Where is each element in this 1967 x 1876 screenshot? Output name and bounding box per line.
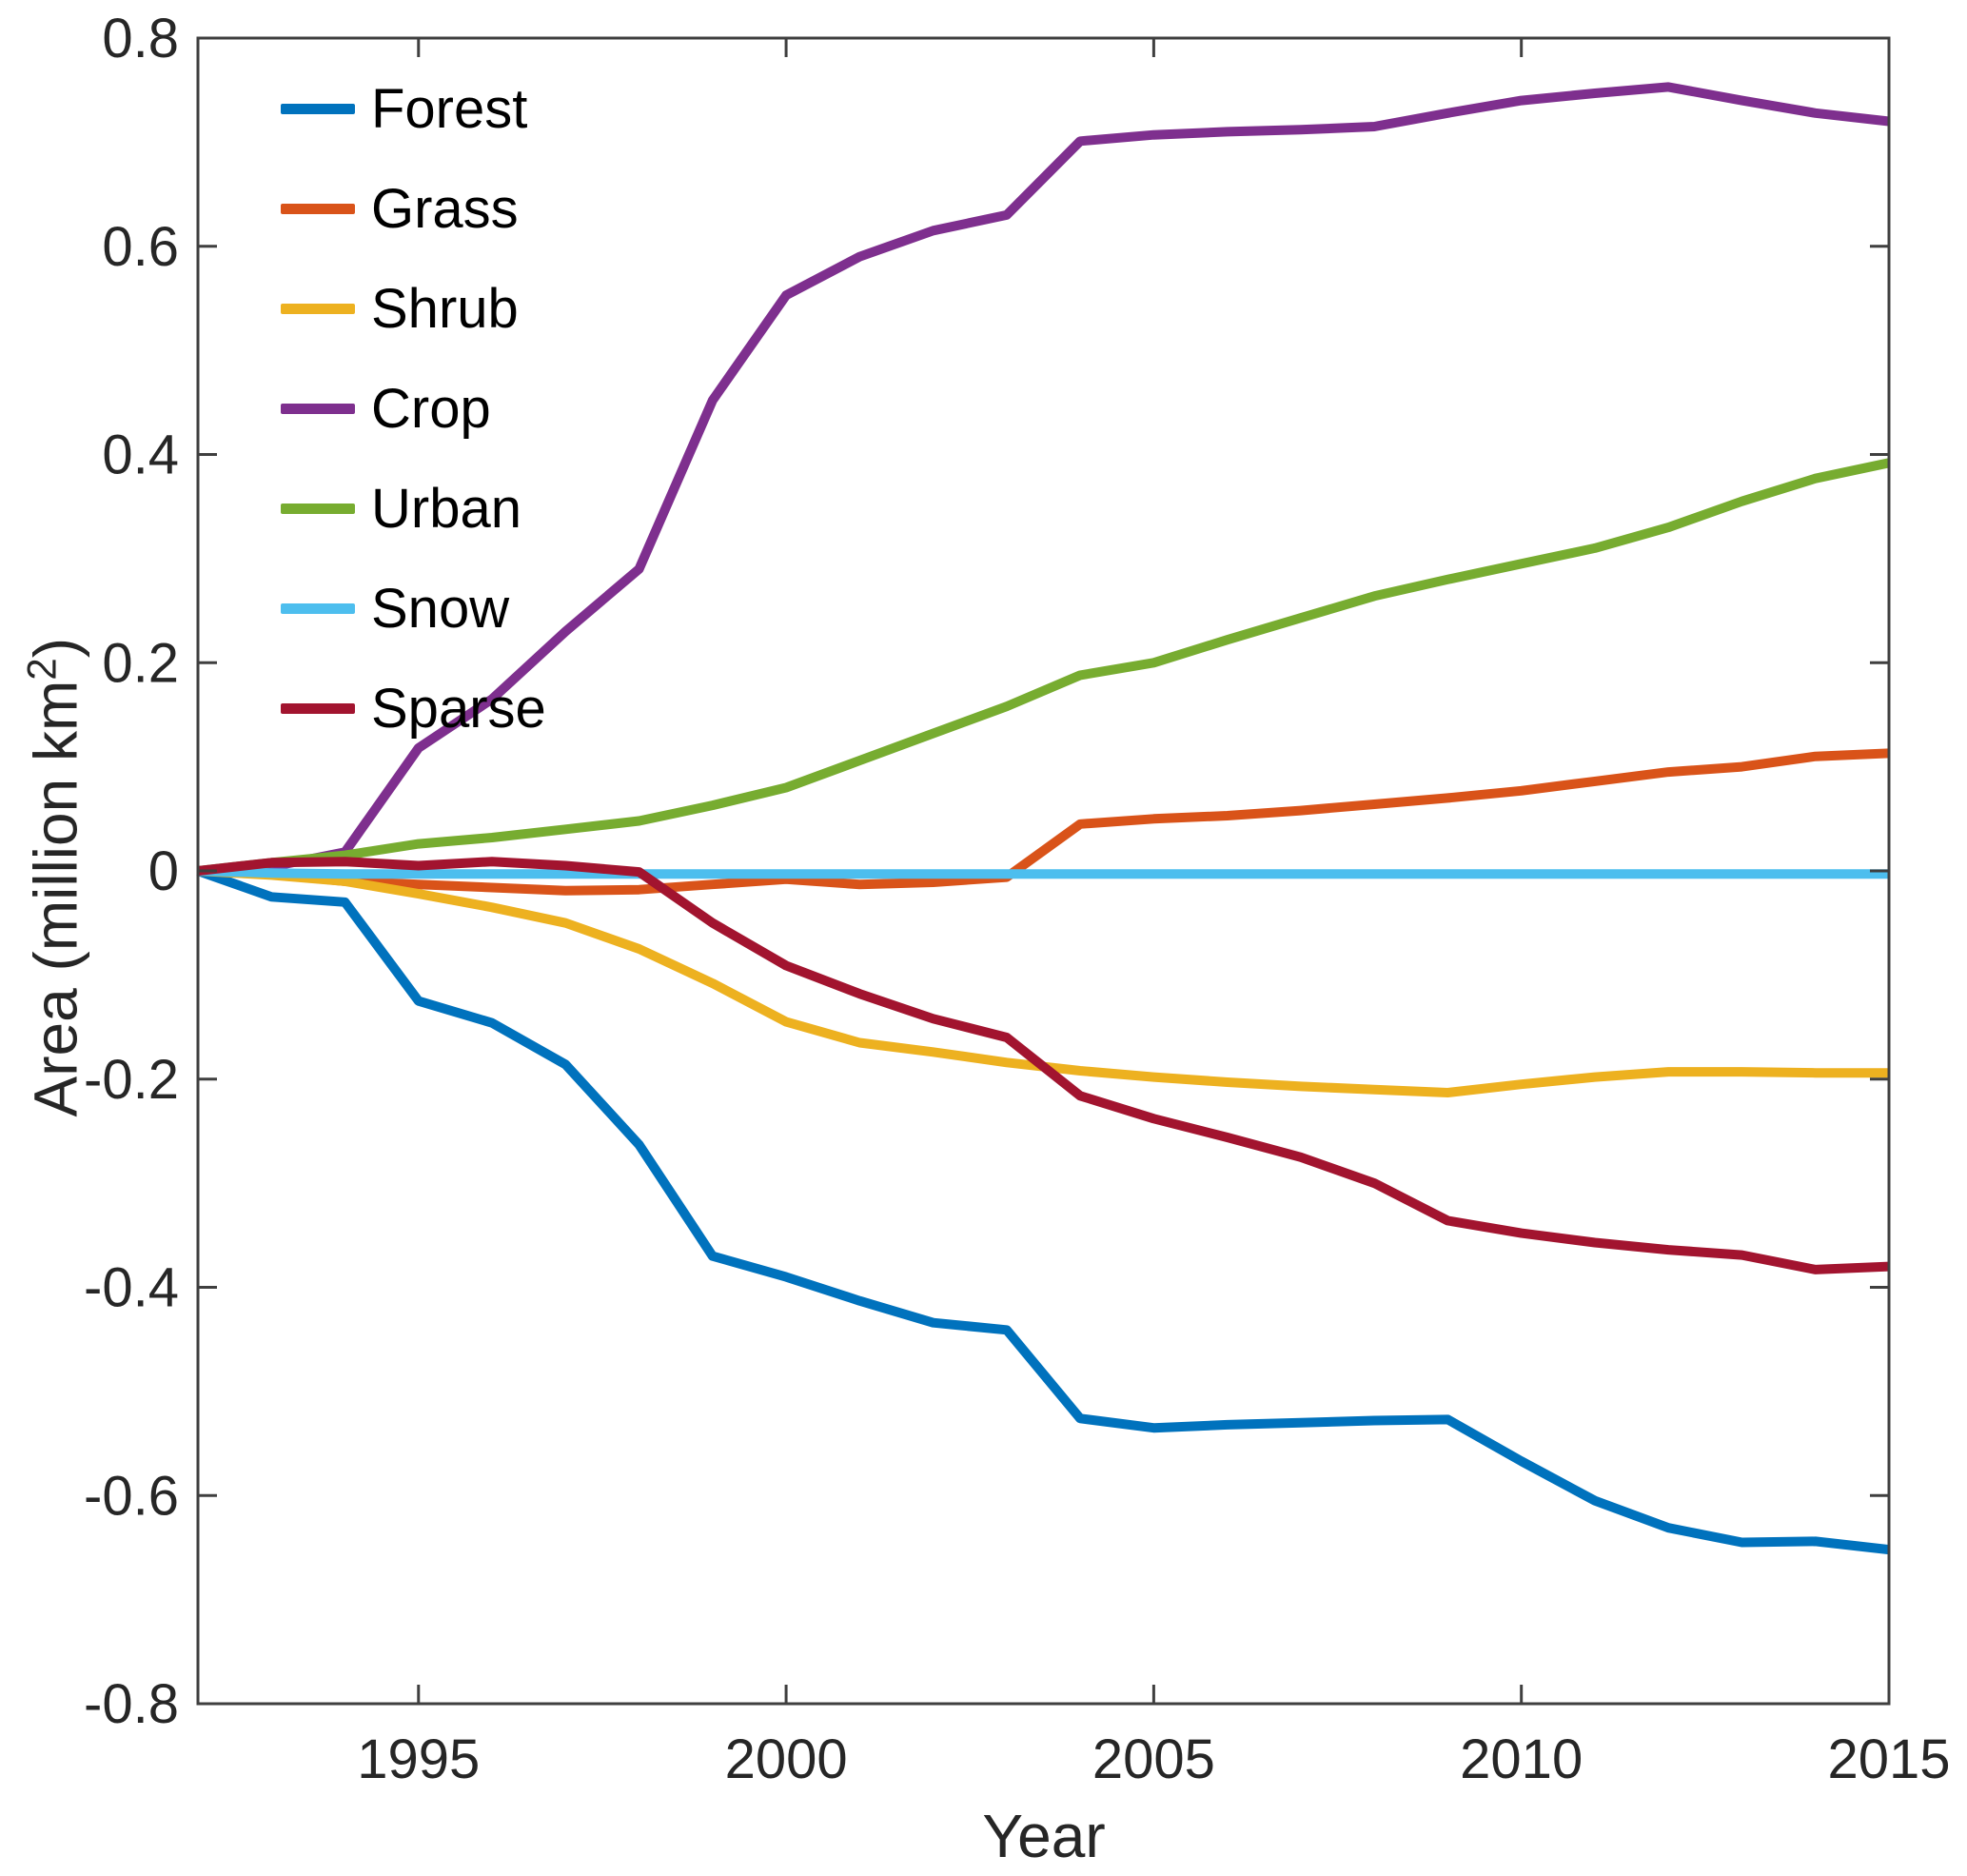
x-tick-label: 2005 [1092,1728,1215,1790]
series-line-crop [197,82,1890,876]
y-tick-label: 0.8 [102,8,179,69]
legend-label-urban: Urban [371,477,521,540]
legend-item-snow: Snow [281,559,546,659]
x-tick-label: 2015 [1827,1728,1950,1790]
series-line-shrub [197,866,1889,1097]
legend-item-forest: Forest [281,59,546,159]
legend-swatch-grass [281,204,355,214]
x-tick-label: 2000 [725,1728,848,1790]
y-axis-label-text: Area (million km [21,680,90,1117]
legend-label-shrub: Shrub [371,277,519,340]
legend-swatch-urban [281,504,355,514]
series-line-snow [197,866,1889,879]
series-line-forest [196,866,1890,1555]
y-tick-label: 0.6 [102,216,179,278]
legend-item-crop: Crop [281,359,546,459]
legend-label-snow: Snow [371,577,510,640]
legend-item-grass: Grass [281,159,546,259]
y-tick-label: -0.8 [84,1673,179,1735]
y-tick-label: 0.2 [102,632,179,694]
y-axis-label-superscript: 2 [19,658,65,681]
series-line-grass [197,748,1890,896]
legend-swatch-forest [281,104,355,114]
legend-item-sparse: Sparse [281,659,546,759]
legend-label-forest: Forest [371,77,528,140]
legend-label-grass: Grass [371,177,519,240]
legend-item-shrub: Shrub [281,259,546,359]
x-axis-label: Year [982,1802,1106,1870]
y-tick-label: 0.4 [102,425,179,486]
y-axis-label-suffix: ) [21,637,90,659]
legend-label-crop: Crop [371,377,491,440]
y-tick-label: -0.6 [84,1465,179,1527]
legend: Forest Grass Shrub Crop Urban Snow Sparse [281,59,546,759]
legend-label-sparse: Sparse [371,677,546,740]
legend-swatch-shrub [281,304,355,314]
y-tick-label: -0.2 [84,1049,179,1111]
series-line-sparse [197,857,1890,1274]
legend-swatch-crop [281,404,355,414]
legend-swatch-sparse [281,703,355,714]
x-tick-label: 1995 [357,1728,480,1790]
x-tick-label: 2010 [1460,1728,1583,1790]
y-tick-label: -0.4 [84,1257,179,1319]
y-axis-label: Area (million km2) [19,573,90,1182]
legend-item-urban: Urban [281,459,546,559]
y-tick-label: 0 [148,840,179,902]
legend-swatch-snow [281,603,355,614]
series-line-urban [197,458,1891,876]
